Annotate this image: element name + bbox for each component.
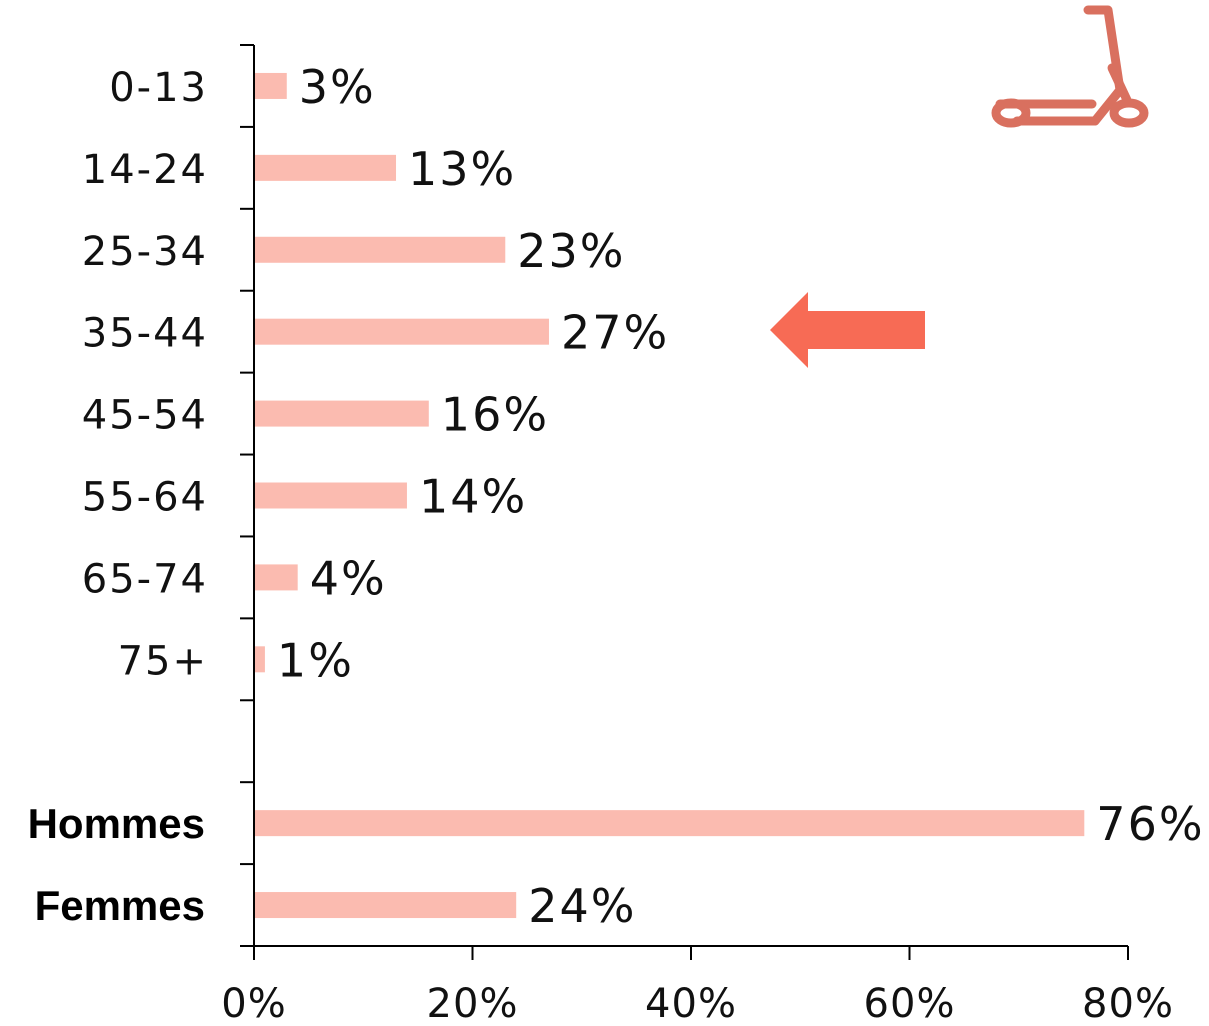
category-label-14-24: 14-24 <box>82 147 208 193</box>
category-label-65-74: 65-74 <box>82 556 208 602</box>
bars-group <box>255 72 1085 919</box>
bar-75+ <box>255 646 265 673</box>
axes-group <box>240 44 1129 960</box>
value-label-35-44: 27% <box>561 306 669 360</box>
x-tick-label-60: 60% <box>864 981 956 1026</box>
category-label-0-13: 0-13 <box>109 65 208 111</box>
category-label-55-64: 55-64 <box>82 475 208 521</box>
bar-0-13 <box>255 72 287 99</box>
bar-65-74 <box>255 564 298 591</box>
x-tick-label-80: 80% <box>1082 981 1174 1026</box>
category-label-35-44: 35-44 <box>82 311 208 357</box>
bar-25-34 <box>255 236 506 263</box>
scooter-icon <box>991 5 1149 128</box>
bar-Hommes <box>255 810 1085 837</box>
category-label-Femmes: Femmes <box>35 882 205 929</box>
value-label-45-54: 16% <box>441 388 549 442</box>
highlight-arrow-icon <box>770 292 925 368</box>
x-tick-label-20: 20% <box>427 981 519 1026</box>
x-tick-label-0: 0% <box>221 981 286 1026</box>
bar-55-64 <box>255 482 407 509</box>
value-labels-group: 3% 13%23% 27%16% 14% 4% 1% 76% 24% <box>277 60 1204 933</box>
value-label-0-13: 3% <box>299 60 376 114</box>
category-labels-group: 0-13 14-24 25-34 35-44 45-54 55-64 65-74 75+ Hom… <box>28 65 208 929</box>
value-label-14-24: 13% <box>408 142 516 196</box>
category-label-45-54: 45-54 <box>82 393 208 439</box>
bar-14-24 <box>255 154 397 181</box>
bar-45-54 <box>255 400 429 427</box>
value-label-65-74: 4% <box>310 551 387 605</box>
value-label-25-34: 23% <box>517 224 625 278</box>
bar-35-44 <box>255 318 549 345</box>
value-label-Hommes: 76% <box>1096 797 1204 851</box>
value-label-75+: 1% <box>277 633 354 687</box>
x-tick-labels-group: 0% 20% 40% 60% 80% <box>221 981 1174 1026</box>
bar-Femmes <box>255 892 517 919</box>
category-label-75+: 75+ <box>118 638 208 684</box>
x-tick-label-40: 40% <box>645 981 737 1026</box>
value-label-Femmes: 24% <box>528 879 636 933</box>
value-label-55-64: 14% <box>419 470 527 524</box>
category-label-25-34: 25-34 <box>82 229 208 275</box>
category-label-Hommes: Hommes <box>28 800 205 847</box>
